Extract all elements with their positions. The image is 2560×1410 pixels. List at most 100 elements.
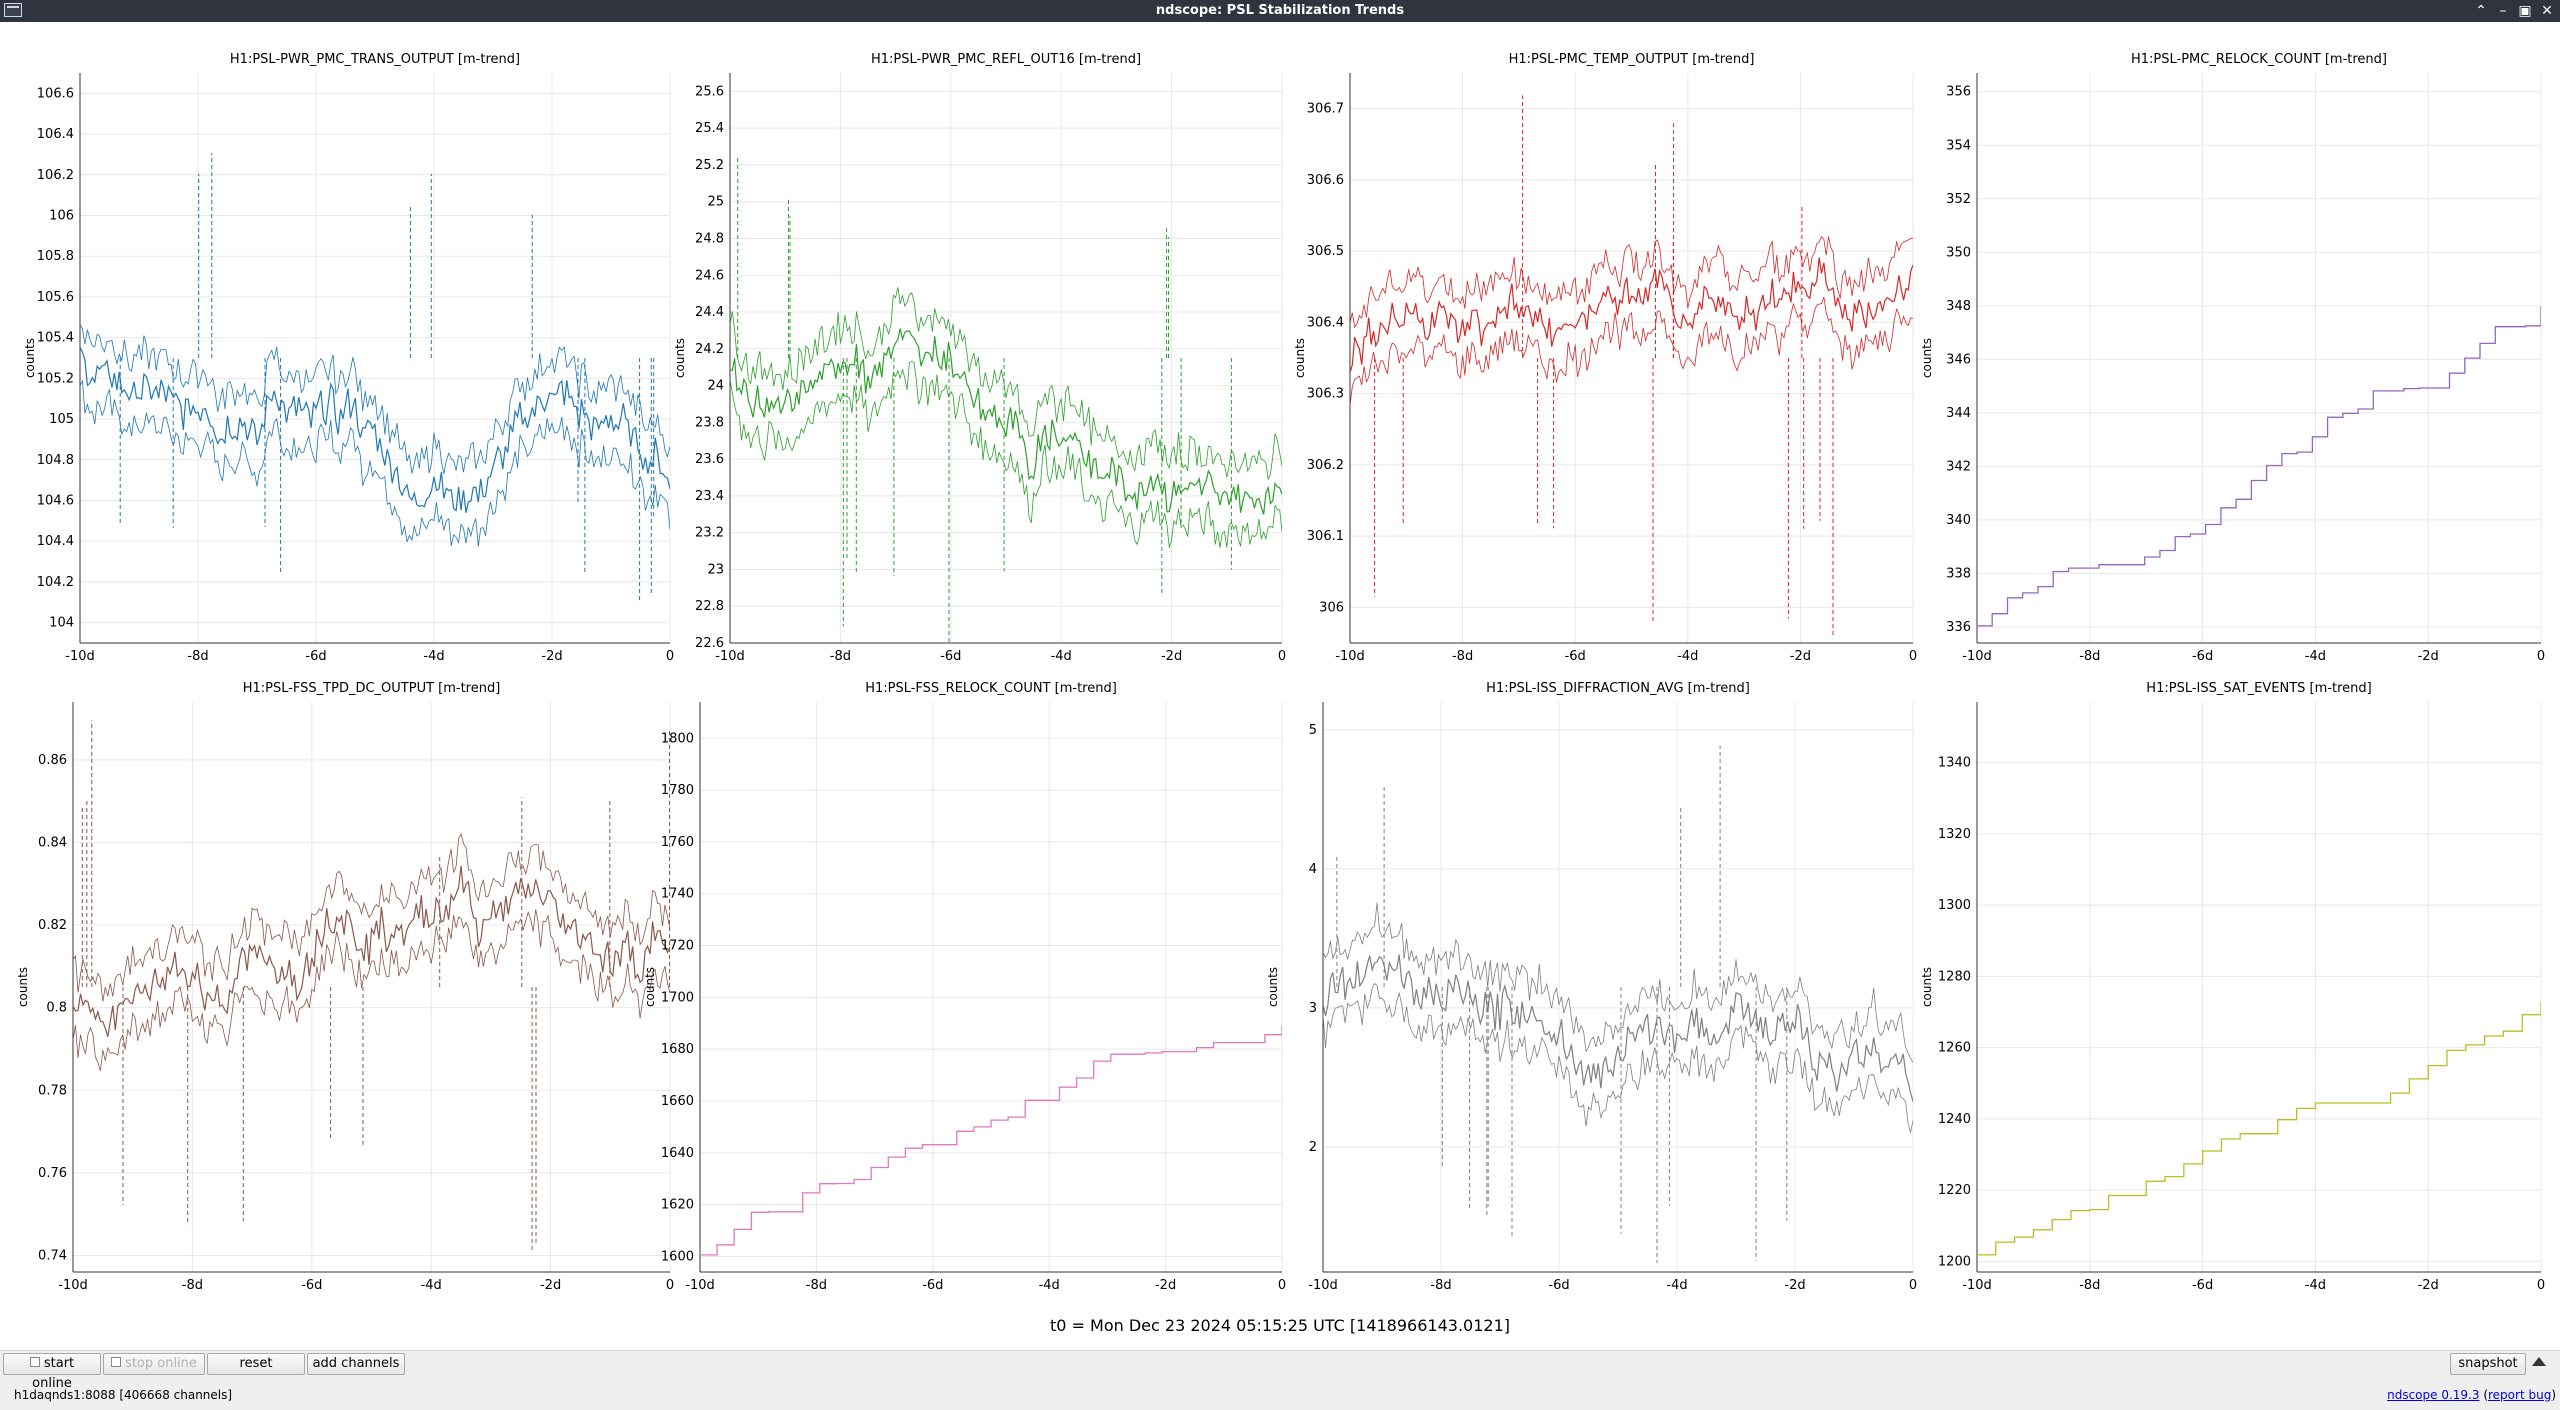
- report-bug-link[interactable]: report bug: [2488, 1388, 2552, 1402]
- snapshot-button[interactable]: snapshot: [2450, 1353, 2526, 1375]
- y-tick-label: 1300: [1938, 898, 1971, 913]
- y-tick-label: 104.4: [37, 534, 74, 549]
- plot-panel-3[interactable]: 306.7 306.6 306.5 306.4 306.3 306.2 306.1 306 -1…: [1293, 52, 1917, 664]
- y-axis-label: counts: [1920, 967, 1934, 1007]
- trace-group: [80, 153, 670, 601]
- y-tick-label: 350: [1946, 245, 1971, 260]
- trace-band-1: [80, 347, 670, 513]
- plot-grid[interactable]: 106.6 106.4 106.2 106 105.8 105.6 105.4 105.2 10…: [0, 22, 2560, 1350]
- plot-background[interactable]: [80, 73, 670, 643]
- plot-title: H1:PSL-PWR_PMC_TRANS_OUTPUT [m-trend]: [230, 52, 520, 67]
- y-tick-label: 1700: [661, 990, 694, 1005]
- trace-group: [73, 720, 670, 1254]
- y-tick-label: 0.78: [38, 1083, 67, 1098]
- plot-panel-6[interactable]: 1800 1780 1760 1740 1720 1700 1680 1660 1640 1620…: [643, 681, 1286, 1293]
- add-channels-button[interactable]: add channels: [307, 1353, 405, 1375]
- y-tick-label: 306.4: [1307, 315, 1344, 330]
- x-tick-label: -8d: [182, 1278, 203, 1293]
- y-tick-label: 1680: [661, 1042, 694, 1057]
- y-tick-label: 344: [1946, 406, 1971, 421]
- y-axis-label: counts: [1266, 967, 1280, 1007]
- y-axis-label: counts: [1920, 338, 1934, 378]
- start-online-button[interactable]: start online: [3, 1353, 101, 1391]
- y-tick-label: 4: [1309, 862, 1317, 877]
- x-tick-label: -2d: [541, 649, 562, 664]
- trace-group: [700, 1026, 1282, 1256]
- stop-online-button[interactable]: stop online: [103, 1353, 205, 1375]
- y-tick-label: 1720: [661, 939, 694, 954]
- x-tick-label: -8d: [187, 649, 208, 664]
- x-tick-label: -8d: [830, 649, 851, 664]
- trace-group: [1350, 95, 1913, 636]
- control-bar: start online stop online reset add chann…: [0, 1350, 2560, 1410]
- trace-band-1: [1350, 257, 1913, 373]
- plot-background[interactable]: [73, 702, 670, 1272]
- trace-line: [1977, 306, 2541, 627]
- x-tick-label: -6d: [301, 1278, 322, 1293]
- plot-panel-2[interactable]: 25.6 25.4 25.2 25 24.8 24.6 24.4 24.2 24 23.8 23.6…: [673, 52, 1286, 664]
- plot-panel-7[interactable]: 5 4 3 2 -10d -8d -6d -4d -2d 0 H1:PSL-ISS_DIFFRACT…: [1266, 681, 1917, 1293]
- y-tick-label: 0.8: [46, 1001, 67, 1016]
- version-links: ndscope 0.19.3 (report bug): [2387, 1388, 2556, 1402]
- x-tick-label: 0: [666, 649, 674, 664]
- x-tick-label: -10d: [58, 1278, 88, 1293]
- y-tick-label: 23.6: [695, 452, 724, 467]
- y-tick-label: 24.8: [695, 231, 724, 246]
- plot-panel-1[interactable]: 106.6 106.4 106.2 106 105.8 105.6 105.4 105.2 10…: [23, 52, 674, 664]
- maximize-icon[interactable]: ▣: [2518, 3, 2532, 19]
- y-tick-label: 0.82: [38, 918, 67, 933]
- y-tick-label: 1740: [661, 887, 694, 902]
- plot-background[interactable]: [1350, 73, 1913, 643]
- plot-background[interactable]: [1323, 702, 1913, 1272]
- y-tick-label: 306: [1319, 600, 1344, 615]
- y-tick-label: 2: [1309, 1140, 1317, 1155]
- trace-band-0: [1323, 983, 1913, 1133]
- y-axis-label: counts: [643, 967, 657, 1007]
- x-tick-label: 0: [2537, 649, 2545, 664]
- plot-title: H1:PSL-ISS_DIFFRACTION_AVG [m-trend]: [1486, 681, 1750, 696]
- y-tick-label: 1340: [1938, 756, 1971, 771]
- y-tick-label: 106: [49, 209, 74, 224]
- y-tick-label: 348: [1946, 299, 1971, 314]
- x-tick-label: 0: [1909, 1278, 1917, 1293]
- y-tick-label: 356: [1946, 85, 1971, 100]
- plot-background[interactable]: [1977, 73, 2541, 643]
- y-tick-label: 106.2: [37, 168, 74, 183]
- y-tick-label: 23.2: [695, 526, 724, 541]
- plot-panel-4[interactable]: 356 354 352 350 348 346 344 342 340 338 336 -10d -8d…: [1920, 52, 2545, 664]
- trace-band-2: [73, 832, 670, 1002]
- trace-band-2: [1350, 235, 1913, 329]
- x-tick-label: 0: [666, 1278, 674, 1293]
- plots-canvas[interactable]: 106.6 106.4 106.2 106 105.8 105.6 105.4 105.2 10…: [0, 22, 2560, 1312]
- minimize-icon[interactable]: –: [2499, 3, 2507, 19]
- y-tick-label: 1760: [661, 835, 694, 850]
- y-tick-label: 306.7: [1307, 102, 1344, 117]
- plot-background[interactable]: [730, 73, 1282, 643]
- x-tick-label: -10d: [65, 649, 95, 664]
- collapse-panel-icon[interactable]: [2532, 1357, 2546, 1366]
- plot-background[interactable]: [1977, 702, 2541, 1272]
- x-tick-label: -10d: [715, 649, 745, 664]
- close-icon[interactable]: ✕: [2541, 3, 2553, 19]
- y-tick-label: 1240: [1938, 1112, 1971, 1127]
- y-tick-label: 1620: [661, 1198, 694, 1213]
- plot-panel-8[interactable]: 1340 1320 1300 1280 1260 1240 1220 1200 -10d -8d -…: [1920, 681, 2545, 1293]
- y-tick-label: 105.4: [37, 331, 74, 346]
- plot-title: H1:PSL-PMC_TEMP_OUTPUT [m-trend]: [1509, 52, 1755, 67]
- y-tick-label: 306.1: [1307, 529, 1344, 544]
- trace-group: [1977, 1001, 2541, 1256]
- plot-panel-5[interactable]: 0.86 0.84 0.82 0.8 0.78 0.76 0.74 -10d -8d -6d -4d…: [16, 681, 674, 1293]
- y-tick-label: 0.84: [38, 835, 67, 850]
- plot-background[interactable]: [700, 702, 1282, 1272]
- y-tick-label: 105.8: [37, 249, 74, 264]
- y-tick-label: 306.5: [1307, 244, 1344, 259]
- x-tick-label: -2d: [2418, 1278, 2439, 1293]
- x-tick-label: -4d: [1666, 1278, 1687, 1293]
- reset-button[interactable]: reset: [207, 1353, 305, 1375]
- x-tick-label: -4d: [1051, 649, 1072, 664]
- chevron-up-icon[interactable]: ⌃: [2475, 3, 2487, 19]
- y-tick-label: 104.8: [37, 453, 74, 468]
- x-tick-label: -2d: [1790, 649, 1811, 664]
- y-tick-label: 25.6: [695, 84, 724, 99]
- app-version-link[interactable]: ndscope 0.19.3: [2387, 1388, 2480, 1402]
